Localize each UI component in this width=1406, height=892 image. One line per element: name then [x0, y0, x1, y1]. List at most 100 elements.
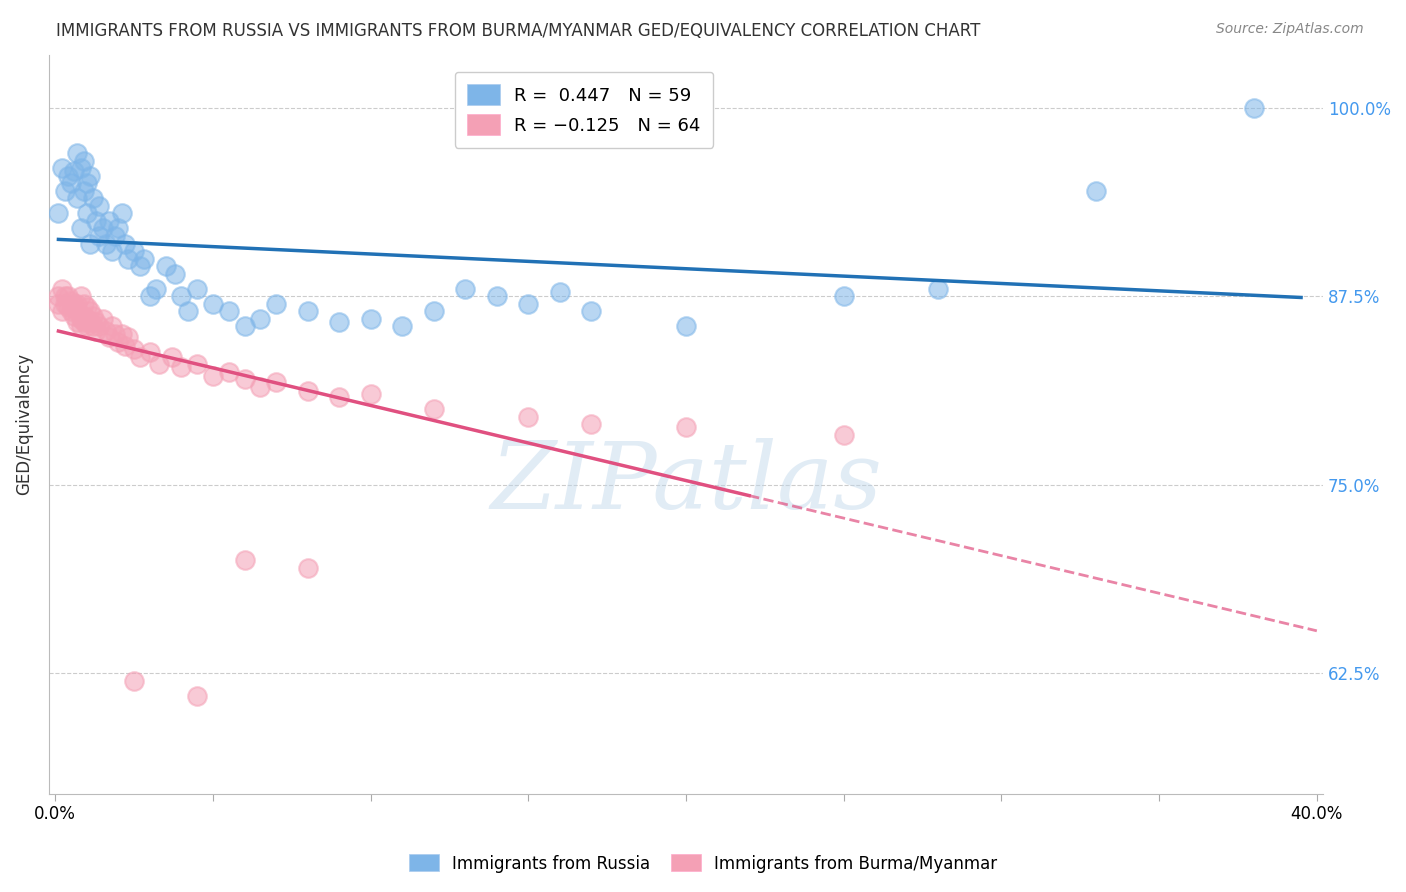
Point — [155, 259, 177, 273]
Point — [79, 304, 101, 318]
Point — [391, 319, 413, 334]
Point — [69, 161, 91, 176]
Point — [56, 289, 79, 303]
Point — [148, 357, 170, 371]
Point — [517, 297, 540, 311]
Point — [63, 164, 86, 178]
Point — [186, 282, 208, 296]
Point — [53, 184, 76, 198]
Point — [218, 304, 240, 318]
Point — [94, 324, 117, 338]
Point — [69, 289, 91, 303]
Point — [201, 297, 224, 311]
Point — [117, 330, 139, 344]
Point — [89, 229, 111, 244]
Point — [186, 689, 208, 703]
Point — [82, 309, 104, 323]
Point — [89, 319, 111, 334]
Point — [1085, 184, 1108, 198]
Point — [145, 282, 167, 296]
Point — [170, 289, 193, 303]
Point — [82, 191, 104, 205]
Point — [79, 169, 101, 183]
Point — [675, 420, 697, 434]
Point — [139, 289, 162, 303]
Point — [84, 214, 107, 228]
Point — [297, 384, 319, 399]
Point — [51, 304, 73, 318]
Point — [48, 206, 70, 220]
Text: IMMIGRANTS FROM RUSSIA VS IMMIGRANTS FROM BURMA/MYANMAR GED/EQUIVALENCY CORRELAT: IMMIGRANTS FROM RUSSIA VS IMMIGRANTS FRO… — [56, 22, 980, 40]
Point — [56, 169, 79, 183]
Point — [101, 244, 124, 258]
Point — [129, 259, 152, 273]
Point — [110, 206, 132, 220]
Point — [104, 326, 127, 341]
Point — [170, 360, 193, 375]
Point — [73, 184, 96, 198]
Point — [264, 297, 287, 311]
Point — [832, 428, 855, 442]
Point — [201, 369, 224, 384]
Point — [73, 315, 96, 329]
Point — [186, 357, 208, 371]
Point — [139, 345, 162, 359]
Point — [249, 312, 271, 326]
Point — [485, 289, 508, 303]
Point — [422, 304, 444, 318]
Point — [233, 372, 256, 386]
Point — [297, 304, 319, 318]
Point — [76, 312, 98, 326]
Point — [107, 334, 129, 349]
Point — [89, 199, 111, 213]
Point — [73, 153, 96, 168]
Point — [66, 297, 89, 311]
Point — [60, 293, 83, 308]
Point — [122, 342, 145, 356]
Point — [233, 319, 256, 334]
Point — [422, 402, 444, 417]
Point — [107, 221, 129, 235]
Point — [122, 244, 145, 258]
Point — [60, 176, 83, 190]
Point — [114, 236, 136, 251]
Point — [51, 282, 73, 296]
Point — [1243, 101, 1265, 115]
Point — [53, 297, 76, 311]
Point — [233, 553, 256, 567]
Point — [76, 319, 98, 334]
Point — [218, 365, 240, 379]
Point — [165, 267, 187, 281]
Point — [297, 560, 319, 574]
Point — [63, 309, 86, 323]
Point — [69, 221, 91, 235]
Point — [53, 289, 76, 303]
Point — [548, 285, 571, 299]
Point — [328, 315, 350, 329]
Point — [69, 312, 91, 326]
Point — [66, 315, 89, 329]
Point — [97, 330, 120, 344]
Point — [104, 229, 127, 244]
Point — [48, 289, 70, 303]
Point — [517, 409, 540, 424]
Point — [69, 319, 91, 334]
Point — [132, 252, 155, 266]
Point — [264, 375, 287, 389]
Y-axis label: GED/Equivalency: GED/Equivalency — [15, 353, 32, 495]
Point — [56, 300, 79, 314]
Point — [454, 282, 477, 296]
Point — [114, 339, 136, 353]
Point — [122, 673, 145, 688]
Point — [91, 221, 114, 235]
Point — [76, 206, 98, 220]
Legend: R =  0.447  N = 59, R = −0.125  N = 64: R = 0.447 N = 59, R = −0.125 N = 64 — [454, 71, 713, 147]
Point — [117, 252, 139, 266]
Point — [73, 297, 96, 311]
Point — [581, 304, 603, 318]
Point — [51, 161, 73, 176]
Point — [360, 312, 382, 326]
Point — [832, 289, 855, 303]
Point — [48, 297, 70, 311]
Point — [675, 319, 697, 334]
